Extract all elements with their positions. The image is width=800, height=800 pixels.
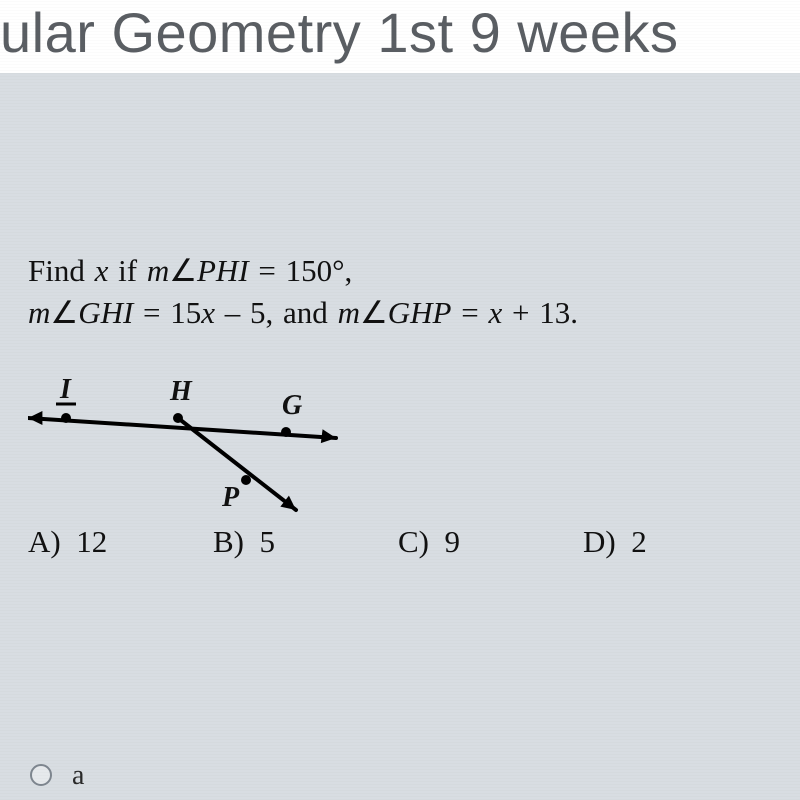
page-header: ular Geometry 1st 9 weeks [0,0,800,73]
choice-label: D) [583,524,616,559]
point-label-G: G [282,390,302,422]
angle-symbol: ∠ [169,253,197,288]
angle-PHI: PHI [197,253,249,288]
answer-choices: A) 12 B) 5 C) 9 D) 2 [28,524,768,560]
angle-symbol: ∠ [50,295,78,330]
angle-diagram: I H G P [28,362,388,512]
choice-label: C) [398,524,429,559]
angle-symbol: ∠ [360,295,388,330]
angle-GHI: GHI [78,295,133,330]
m: m [28,295,50,330]
t: = [451,295,488,330]
problem-text: Find x if m∠PHI = 150°, m∠GHI = 15x – 5,… [28,250,772,334]
diagram-svg [28,362,388,522]
m: m [147,253,169,288]
choice-value: 2 [631,524,647,559]
point-label-H: H [170,376,192,408]
t: if [108,253,146,288]
choice-value: 9 [445,524,461,559]
choice-B[interactable]: B) 5 [213,524,398,560]
m: m [338,295,360,330]
t: Find [28,253,95,288]
choice-value: 5 [260,524,276,559]
point-label-I: I [60,374,71,406]
var-x: x [95,253,109,288]
t: + 13. [502,295,578,330]
question-block: Find x if m∠PHI = 150°, m∠GHI = 15x – 5,… [28,250,772,560]
angle-GHP: GHP [388,295,452,330]
option-a-label: a [72,760,84,792]
t: = 150°, [249,253,353,288]
t: = 15 [133,295,201,330]
choice-label: A) [28,524,61,559]
var-x: x [201,295,215,330]
radio-option-a[interactable] [30,764,52,786]
choice-C[interactable]: C) 9 [398,524,583,560]
choice-value: 12 [76,524,107,559]
var-x: x [488,295,502,330]
choice-D[interactable]: D) 2 [583,524,768,560]
choice-label: B) [213,524,244,559]
choice-A[interactable]: A) 12 [28,524,213,560]
point-label-P: P [222,482,239,514]
t: – 5, and [215,295,338,330]
